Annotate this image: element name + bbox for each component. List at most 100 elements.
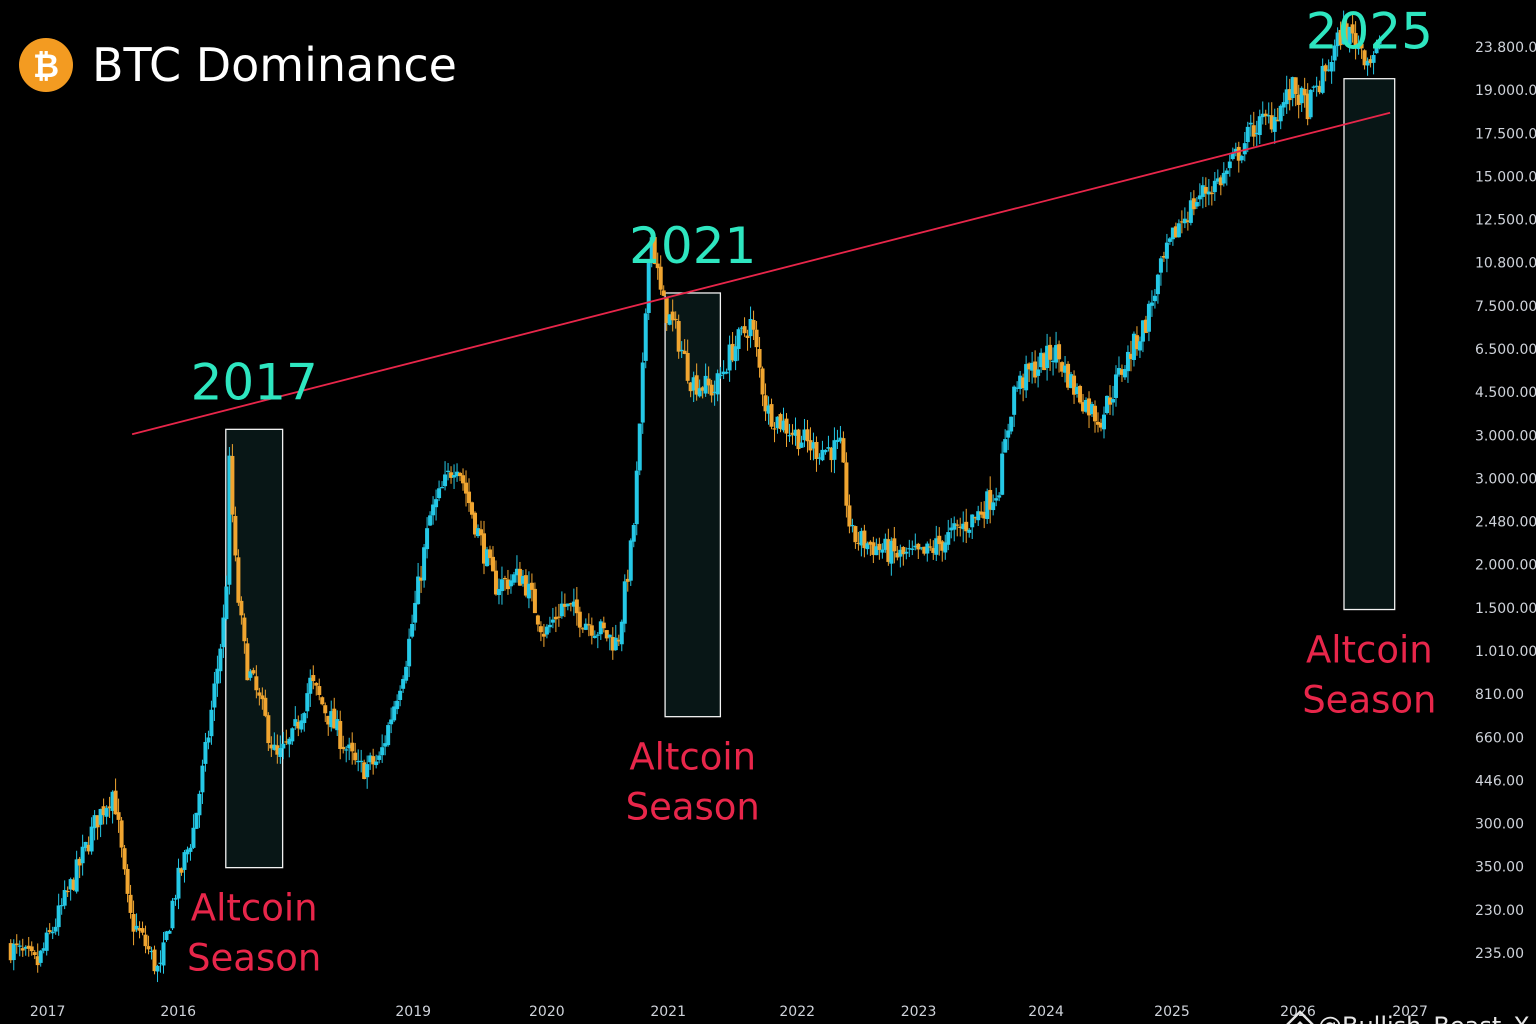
candle-body-302	[913, 545, 918, 548]
candle-body-19	[65, 890, 70, 893]
candle-body-455	[1371, 55, 1376, 63]
x-tick-label-2025-8: 2025	[1154, 1004, 1190, 1020]
candle-body-239	[724, 371, 729, 374]
candle-body-192	[583, 623, 588, 630]
candle-body-333	[1006, 430, 1011, 438]
candle-body-67	[209, 709, 214, 737]
y-tick-label-11: 2.480.00	[1475, 515, 1536, 531]
y-axis: 23.800.00 19.000.00 17.500.00 15.000.00 12.5…	[1475, 40, 1536, 962]
candle-body-421	[1269, 115, 1274, 130]
highlight-box-2017	[225, 428, 284, 869]
candle-body-296	[895, 552, 900, 558]
candle-body-224	[679, 349, 684, 352]
y-tick-label-13: 1.500.00	[1475, 601, 1536, 617]
candle-body-291	[880, 549, 885, 553]
candle-body-61	[191, 827, 196, 848]
y-tick-label-17: 446.00	[1475, 773, 1524, 789]
candle-body-54	[170, 900, 175, 929]
candle-body-141	[431, 504, 436, 516]
candle-body-242	[733, 346, 738, 362]
candle-body-127	[389, 719, 394, 725]
candle-body-402	[1212, 180, 1217, 193]
candle-body-370	[1116, 368, 1121, 375]
candle-body-198	[601, 622, 606, 629]
candle-body-115	[353, 752, 358, 761]
candle-body-247	[748, 318, 753, 337]
candle-body-16	[56, 905, 61, 928]
candle-body-29	[95, 815, 100, 828]
candle-body-356	[1075, 386, 1080, 394]
candle-body-66	[206, 737, 211, 743]
candle-body-52	[164, 931, 169, 941]
candle-body-171	[520, 575, 525, 584]
highlight-box-2025	[1343, 78, 1396, 611]
candle-body-159	[484, 549, 489, 567]
x-tick-label-2017-0: 2017	[30, 1004, 66, 1020]
candle-body-444	[1338, 29, 1343, 46]
candle-body-20	[68, 879, 73, 890]
candle-body-238	[721, 371, 726, 375]
candle-body-438	[1320, 66, 1325, 93]
candle-body-136	[416, 576, 421, 605]
candle-body-18	[62, 890, 67, 906]
season-label-2017-line2: Season	[187, 937, 321, 980]
candle-body-359	[1084, 399, 1089, 412]
candle-body-425	[1281, 102, 1286, 108]
candle-body-350	[1057, 344, 1062, 360]
candle-body-385	[1161, 255, 1166, 258]
candle-body-223	[676, 321, 681, 352]
y-tick-label-21: 235.00	[1475, 946, 1524, 962]
candle-body-305	[922, 546, 927, 554]
candle-body-246	[745, 335, 750, 339]
candle-body-349	[1054, 345, 1059, 363]
candle-body-45	[143, 934, 148, 947]
candle-body-84	[260, 695, 265, 700]
candle-body-277	[838, 437, 843, 442]
candle-body-64	[200, 765, 205, 793]
y-tick-label-19: 350.00	[1475, 860, 1524, 876]
candle-body-77	[239, 600, 244, 616]
candle-body-188	[571, 601, 576, 607]
candle-body-173	[526, 583, 531, 599]
candle-body-252	[763, 395, 768, 412]
candle-body-399	[1203, 186, 1208, 194]
candle-body-325	[982, 511, 987, 519]
candle-body-254	[769, 404, 774, 427]
candle-body-446	[1344, 23, 1349, 43]
candle-body-307	[928, 546, 933, 548]
candle-body-202	[613, 637, 618, 651]
candle-body-203	[616, 639, 621, 642]
candle-body-74	[230, 455, 235, 515]
candle-body-283	[856, 542, 861, 545]
candle-body-436	[1314, 85, 1319, 87]
candle-body-442	[1332, 45, 1337, 61]
candle-body-92	[284, 741, 289, 743]
candle-body-231	[700, 387, 705, 391]
candle-body-374	[1128, 353, 1133, 360]
candle-body-396	[1194, 202, 1199, 207]
candle-body-392	[1182, 218, 1187, 224]
candle-body-314	[949, 527, 954, 531]
y-tick-label-12: 2.000.00	[1475, 558, 1536, 574]
candle-body-151	[461, 475, 466, 484]
candle-body-87	[269, 744, 274, 749]
candle-body-279	[844, 462, 849, 506]
candle-body-235	[712, 391, 717, 393]
bitcoin-glyph: ₿	[33, 47, 59, 85]
candle-body-105	[323, 705, 328, 714]
candle-body-397	[1197, 195, 1202, 200]
candle-body-282	[853, 526, 858, 543]
y-tick-label-1: 19.000.00	[1475, 83, 1536, 99]
candle-body-389	[1173, 226, 1178, 238]
candle-body-134	[410, 624, 415, 637]
candle-body-300	[907, 548, 912, 550]
candle-body-316	[955, 524, 960, 526]
candle-body-42	[134, 925, 139, 930]
candle-body-407	[1227, 161, 1232, 169]
candle-body-158	[481, 533, 486, 564]
candle-body-180	[547, 624, 552, 628]
candle-body-118	[362, 762, 367, 780]
candle-body-99	[305, 693, 310, 712]
candle-body-35	[113, 790, 118, 815]
candle-body-39	[125, 868, 130, 894]
